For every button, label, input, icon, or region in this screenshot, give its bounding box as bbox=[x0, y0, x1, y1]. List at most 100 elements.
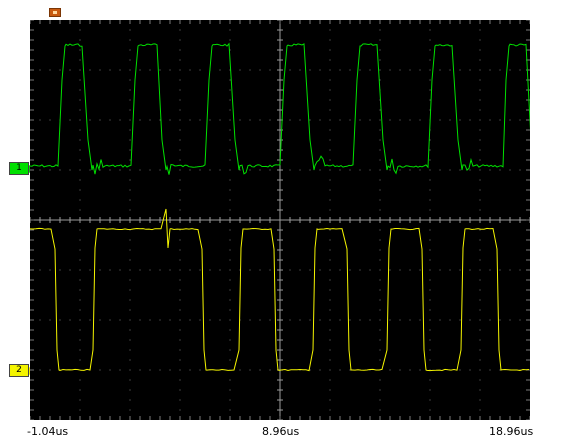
grid-dot bbox=[109, 119, 111, 121]
grid-dot bbox=[379, 299, 381, 301]
grid-dot bbox=[379, 199, 381, 201]
grid-dot bbox=[129, 59, 131, 61]
grid-dot bbox=[139, 369, 141, 371]
grid-dot bbox=[129, 159, 131, 161]
grid-dot bbox=[429, 29, 431, 31]
grid-dot bbox=[129, 269, 131, 271]
grid-dot bbox=[79, 389, 81, 391]
grid-dot bbox=[469, 369, 471, 371]
grid-dot bbox=[329, 379, 331, 381]
grid-dot bbox=[479, 169, 481, 171]
grid-dot bbox=[369, 69, 371, 71]
grid-dot bbox=[479, 89, 481, 91]
grid-dot bbox=[329, 239, 331, 241]
grid-dot bbox=[519, 69, 521, 71]
grid-dot bbox=[429, 59, 431, 61]
grid-dot bbox=[429, 269, 431, 271]
grid-dot bbox=[259, 369, 261, 371]
grid-dot bbox=[129, 149, 131, 151]
grid-dot bbox=[139, 169, 141, 171]
grid-dot bbox=[269, 119, 271, 121]
grid-dot bbox=[429, 319, 431, 321]
grid-dot bbox=[429, 179, 431, 181]
grid-dot bbox=[439, 69, 441, 71]
grid-dot bbox=[479, 199, 481, 201]
grid-dot bbox=[189, 119, 191, 121]
grid-dot bbox=[459, 269, 461, 271]
grid-dot bbox=[389, 169, 391, 171]
grid-dot bbox=[189, 269, 191, 271]
grid-dot bbox=[229, 229, 231, 231]
grid-dot bbox=[419, 369, 421, 371]
grid-dot bbox=[149, 269, 151, 271]
grid-dot bbox=[479, 389, 481, 391]
grid-dot bbox=[59, 169, 61, 171]
time-label-end: 18.96us bbox=[489, 425, 534, 438]
grid-dot bbox=[429, 329, 431, 331]
grid-dot bbox=[179, 159, 181, 161]
grid-dot bbox=[129, 79, 131, 81]
grid-dot bbox=[39, 119, 41, 121]
grid-dot bbox=[339, 119, 341, 121]
grid-dot bbox=[259, 319, 261, 321]
grid-dot bbox=[349, 319, 351, 321]
grid-dot bbox=[49, 319, 51, 321]
grid-dot bbox=[79, 399, 81, 401]
grid-dot bbox=[429, 309, 431, 311]
grid-dot bbox=[419, 119, 421, 121]
grid-dot bbox=[159, 319, 161, 321]
grid-dot bbox=[229, 179, 231, 181]
grid-dot bbox=[449, 269, 451, 271]
grid-dot bbox=[179, 29, 181, 31]
grid-dot bbox=[249, 119, 251, 121]
grid-dot bbox=[379, 189, 381, 191]
channel-1-marker[interactable]: 1 bbox=[9, 162, 35, 175]
grid-dot bbox=[129, 299, 131, 301]
grid-dot bbox=[159, 169, 161, 171]
grid-dot bbox=[79, 359, 81, 361]
grid-dot bbox=[499, 369, 501, 371]
time-label-center: 8.96us bbox=[262, 425, 300, 438]
grid-dot bbox=[179, 379, 181, 381]
grid-dot bbox=[329, 169, 331, 171]
grid-dot bbox=[329, 129, 331, 131]
grid-dot bbox=[479, 249, 481, 251]
grid-dot bbox=[39, 369, 41, 371]
grid-dot bbox=[329, 409, 331, 411]
trigger-position-icon[interactable] bbox=[49, 8, 61, 17]
graticule bbox=[30, 20, 530, 420]
grid-dot bbox=[179, 109, 181, 111]
grid-dot bbox=[329, 359, 331, 361]
grid-dot bbox=[329, 179, 331, 181]
grid-dot bbox=[329, 59, 331, 61]
grid-dot bbox=[179, 269, 181, 271]
grid-dot bbox=[79, 269, 81, 271]
grid-dot bbox=[109, 319, 111, 321]
grid-dot bbox=[329, 269, 331, 271]
channel-2-marker[interactable]: 2 bbox=[9, 364, 35, 377]
grid-dot bbox=[479, 189, 481, 191]
grid-dot bbox=[119, 319, 121, 321]
grid-dot bbox=[499, 319, 501, 321]
grid-dot bbox=[319, 69, 321, 71]
grid-dot bbox=[319, 269, 321, 271]
grid-dot bbox=[179, 349, 181, 351]
grid-dot bbox=[79, 49, 81, 51]
grid-dot bbox=[109, 69, 111, 71]
grid-dot bbox=[79, 69, 81, 71]
grid-dot bbox=[469, 319, 471, 321]
grid-dot bbox=[209, 269, 211, 271]
grid-dot bbox=[229, 359, 231, 361]
grid-dot bbox=[329, 99, 331, 101]
grid-dot bbox=[59, 69, 61, 71]
grid-dot bbox=[69, 319, 71, 321]
grid-dot bbox=[179, 39, 181, 41]
waveform-canvas bbox=[30, 20, 530, 420]
channel-2-label: 2 bbox=[16, 365, 22, 375]
grid-dot bbox=[129, 169, 131, 171]
grid-dot bbox=[329, 399, 331, 401]
grid-dot bbox=[129, 329, 131, 331]
grid-dot bbox=[329, 279, 331, 281]
grid-dot bbox=[379, 179, 381, 181]
grid-dot bbox=[139, 269, 141, 271]
